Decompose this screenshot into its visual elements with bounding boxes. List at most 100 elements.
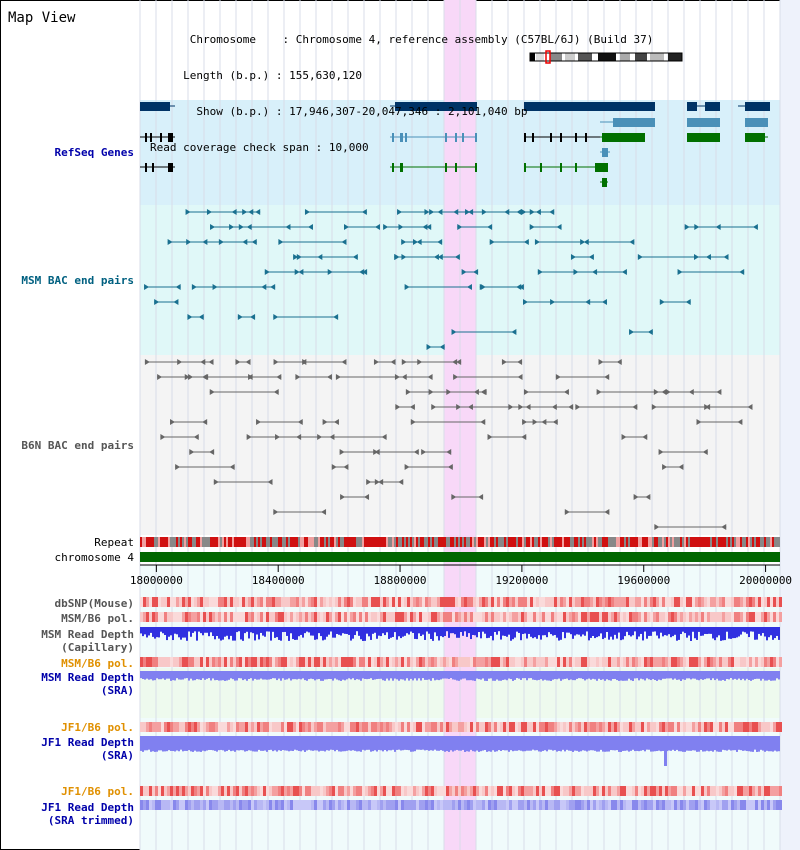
heat-cell bbox=[452, 657, 455, 667]
heat-cell bbox=[545, 800, 548, 810]
heat-cell bbox=[509, 722, 512, 732]
depth-bar bbox=[618, 627, 620, 633]
depth-bar bbox=[388, 671, 390, 681]
repeat-mark bbox=[562, 537, 564, 547]
label-msm-read-depth-cap[interactable]: MSM Read Depth bbox=[41, 628, 134, 641]
bac-end-marker bbox=[248, 374, 254, 380]
repeat-mark bbox=[416, 537, 418, 547]
depth-bar bbox=[464, 671, 466, 679]
depth-bar bbox=[694, 671, 696, 679]
heat-cell bbox=[716, 612, 719, 622]
heat-cell bbox=[500, 786, 503, 796]
depth-bar bbox=[334, 736, 336, 752]
heat-cell bbox=[569, 800, 572, 810]
heat-cell bbox=[179, 722, 182, 732]
repeat-mark bbox=[772, 537, 774, 547]
depth-bar bbox=[514, 736, 516, 751]
heat-cell bbox=[584, 800, 587, 810]
bac-end-marker bbox=[413, 449, 419, 455]
label-chromosome[interactable]: chromosome 4 bbox=[54, 551, 134, 564]
bac-end-marker bbox=[487, 434, 493, 440]
depth-bar bbox=[702, 671, 704, 680]
depth-bar bbox=[600, 671, 602, 680]
heat-cell bbox=[593, 800, 596, 810]
heat-cell bbox=[542, 657, 545, 667]
label-jf1-read-depth[interactable]: JF1 Read Depth bbox=[41, 736, 134, 749]
heat-cell bbox=[353, 722, 356, 732]
label-jf1-b6-pol[interactable]: JF1/B6 pol. bbox=[61, 721, 134, 734]
gene-exon bbox=[687, 133, 720, 142]
depth-bar bbox=[618, 736, 620, 752]
bac-end-marker bbox=[508, 404, 514, 410]
bac-end-marker bbox=[661, 389, 667, 395]
bac-end-marker bbox=[374, 224, 380, 230]
heat-cell bbox=[563, 786, 566, 796]
heat-cell bbox=[143, 657, 146, 667]
depth-bar bbox=[232, 627, 234, 641]
label-refseq-genes[interactable]: RefSeq Genes bbox=[54, 146, 134, 159]
depth-bar bbox=[536, 627, 538, 639]
heat-cell bbox=[146, 597, 149, 607]
depth-bar bbox=[320, 671, 322, 681]
heat-cell bbox=[245, 657, 248, 667]
heat-cell bbox=[578, 612, 581, 622]
depth-bar bbox=[764, 736, 766, 752]
heat-cell bbox=[143, 786, 146, 796]
heat-cell bbox=[191, 657, 194, 667]
depth-bar bbox=[558, 627, 560, 641]
bac-end-marker bbox=[229, 464, 235, 470]
heat-cell bbox=[464, 612, 467, 622]
heat-cell bbox=[656, 597, 659, 607]
depth-bar bbox=[442, 671, 444, 679]
gene-exon bbox=[745, 102, 770, 111]
heat-cell bbox=[416, 597, 419, 607]
heat-cell bbox=[434, 612, 437, 622]
label-msm-bac[interactable]: MSM BAC end pairs bbox=[21, 274, 134, 287]
bac-end-marker bbox=[401, 239, 407, 245]
heat-cell bbox=[656, 786, 659, 796]
repeat-mark bbox=[206, 537, 208, 547]
label-dbsnp[interactable]: dbSNP(Mouse) bbox=[54, 597, 134, 610]
bac-end-marker bbox=[167, 239, 173, 245]
heat-cell bbox=[536, 722, 539, 732]
heat-cell bbox=[704, 786, 707, 796]
heat-cell bbox=[299, 786, 302, 796]
heat-cell bbox=[389, 612, 392, 622]
heat-cell bbox=[278, 597, 281, 607]
repeat-mark bbox=[180, 537, 182, 547]
heat-cell bbox=[245, 612, 248, 622]
depth-spike bbox=[664, 736, 667, 766]
repeat-mark bbox=[538, 537, 540, 547]
repeat-mark bbox=[276, 537, 278, 547]
ideogram-band bbox=[598, 53, 616, 61]
depth-bar bbox=[670, 627, 672, 638]
depth-bar bbox=[356, 736, 358, 752]
heat-cell bbox=[746, 597, 749, 607]
heat-cell bbox=[650, 722, 653, 732]
depth-bar bbox=[686, 671, 688, 679]
label-jf1-read-depth-trimmed[interactable]: JF1 Read Depth bbox=[41, 801, 134, 814]
depth-bar bbox=[232, 736, 234, 751]
label-repeat[interactable]: Repeat bbox=[94, 536, 134, 549]
label-jf1-b6-pol-2[interactable]: JF1/B6 pol. bbox=[61, 785, 134, 798]
heat-cell bbox=[557, 657, 560, 667]
heat-cell bbox=[230, 722, 233, 732]
ideogram-band bbox=[650, 53, 664, 61]
heat-cell bbox=[503, 597, 506, 607]
heat-cell bbox=[329, 800, 332, 810]
gene-exon bbox=[550, 133, 552, 142]
heat-cell bbox=[224, 612, 227, 622]
label-msm-b6-pol[interactable]: MSM/B6 pol. bbox=[61, 612, 134, 625]
label-msm-b6-pol-2[interactable]: MSM/B6 pol. bbox=[61, 657, 134, 670]
depth-bar bbox=[452, 671, 454, 680]
heat-cell bbox=[692, 657, 695, 667]
label-msm-read-depth-sra[interactable]: MSM Read Depth bbox=[41, 671, 134, 684]
repeat-mark bbox=[324, 537, 326, 547]
heat-cell bbox=[491, 657, 494, 667]
depth-bar bbox=[252, 627, 254, 634]
label-b6n-bac[interactable]: B6N BAC end pairs bbox=[21, 439, 134, 452]
depth-bar bbox=[156, 671, 158, 679]
chromosome-bar-fill bbox=[140, 552, 780, 562]
heat-cell bbox=[251, 612, 254, 622]
